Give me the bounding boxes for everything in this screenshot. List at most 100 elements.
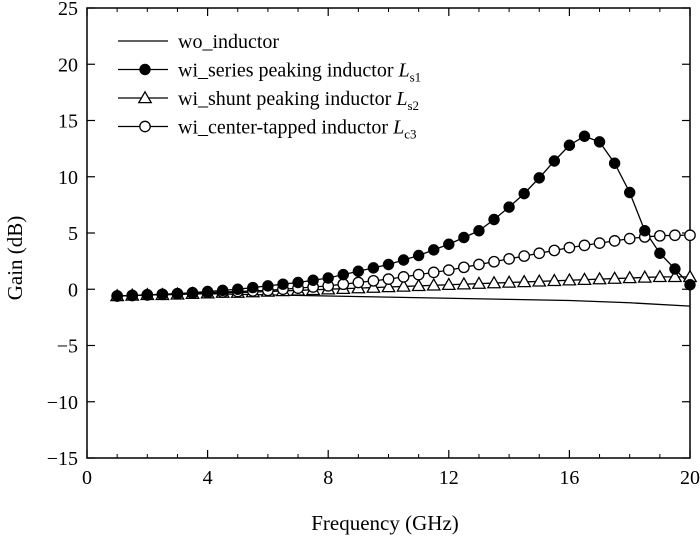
series-3-point [531,273,547,287]
series-2-point [397,254,410,266]
series-4-point [653,229,666,242]
series-2-point [352,265,365,277]
series-2-point [292,276,304,289]
series-4-point [427,266,440,279]
series-3-point [562,272,577,286]
series-4-point [608,235,621,247]
y-tick-label: −10 [47,392,78,414]
legend-symbol: L [395,88,407,110]
series-4-point [533,247,546,260]
series-2-point [307,274,319,286]
series-3-point [607,271,622,284]
series-2-point [473,225,485,237]
y-axis-title: Gain (dB) [3,216,27,301]
series-4-point [367,274,380,287]
legend-marker-2 [139,63,151,76]
series-4-point [503,253,515,265]
legend-subscript: c3 [404,127,416,142]
series-2-point [518,187,530,200]
legend-label-4: wi_center-tapped inductor Lc3 [178,117,416,142]
y-tick-label: −5 [57,336,78,358]
x-tick-label: 4 [203,467,213,489]
series-4-point [412,268,425,281]
x-tick-label: 16 [559,467,579,489]
series-2-point [171,288,184,300]
series-2-point [322,272,334,284]
x-axis-title: Frequency (GHz) [311,511,459,535]
legend-label-1: wo_inductor [178,31,279,53]
series-2-point [684,279,696,291]
series-4-point [458,261,470,274]
series-2-point [624,186,636,199]
series-2-point [232,283,244,295]
series-3-point [441,277,457,291]
series-4-point [397,271,410,283]
legend-series-name: wi_shunt peaking inductor [178,88,396,110]
series-3-point [652,269,668,283]
series-2-point [608,157,621,169]
legend-symbol: L [392,117,404,139]
y-tick-label: 15 [58,111,78,133]
x-tick-label: 0 [82,467,92,489]
series-3-point [411,278,426,292]
series-2-point [141,289,154,301]
y-tick-label: 25 [58,0,78,20]
series-4-point [518,250,531,262]
legend-subscript: s1 [410,70,422,85]
series-2-point [654,247,666,259]
legend-subscript: s2 [407,98,419,113]
series-3-point [366,280,381,293]
series-2-point [443,238,455,250]
legend-label-3: wi_shunt peaking inductor Ls2 [178,88,419,113]
y-tick-label: 20 [58,54,78,76]
y-tick-label: 5 [68,223,78,245]
legend-marker-4 [139,120,151,133]
series-2-point [428,244,440,256]
series-4-point [669,229,681,242]
series-3-point [577,272,592,285]
series-2-point [533,172,545,184]
legend-marker-3 [137,90,153,104]
series-2-point [156,288,169,301]
series-2-point [337,268,349,281]
series-2-point [201,285,214,298]
series-4-point [488,255,500,268]
series-4-point [684,229,696,242]
series-3-point [501,274,517,288]
series-2-point [563,139,576,151]
y-tick-label: 0 [68,279,78,301]
x-tick-label: 12 [439,467,459,489]
series-3-point [592,271,607,285]
series-3-point [396,278,411,292]
series-2-point [126,289,138,302]
series-4-point [548,244,561,257]
series-3-point [667,269,683,283]
x-tick-label: 8 [323,467,333,489]
series-3-point [622,270,638,284]
series-2-point [593,136,606,148]
series-2-point [367,262,380,274]
series-2-point [548,155,561,167]
series-2-point [216,284,229,297]
series-3-point [516,274,532,288]
series-2-point [488,213,500,226]
y-tick-label: 10 [58,167,78,189]
series-2-point [111,290,123,302]
series-2-point [503,201,515,213]
series-2-point [412,249,425,262]
y-tick-label: −15 [47,448,78,470]
series-2-point [458,231,470,244]
series-4-point [352,276,365,289]
series-2-point [262,280,274,292]
series-3-point [547,273,562,287]
series-3-point [486,275,502,289]
series-2-point [382,258,395,271]
series-4-point [623,232,636,245]
series-3-point [471,276,487,289]
legend-series-name: wo_inductor [178,31,279,53]
series-3-point [637,269,653,283]
series-2-point [578,130,591,142]
legend-series-name: wi_series peaking inductor [178,60,399,82]
